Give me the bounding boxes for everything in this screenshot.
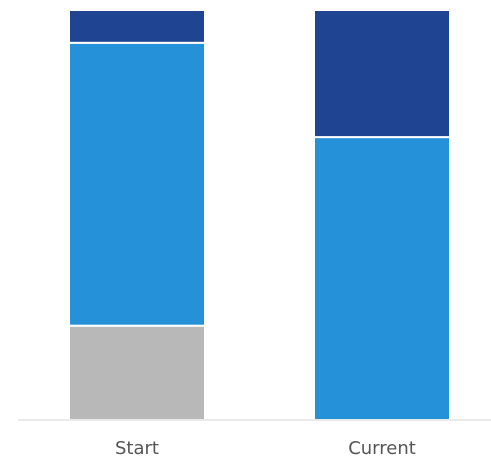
x-tick-label-start: Start <box>115 438 159 459</box>
bars-layer <box>68 9 451 422</box>
bar-segment-current-2 <box>313 9 451 139</box>
bar-segment-start-0 <box>68 324 206 422</box>
x-axis-labels: Start Current <box>115 438 416 459</box>
bar-segment-start-2 <box>68 9 206 44</box>
x-tick-label-current: Current <box>348 438 416 459</box>
bar-segment-start-1 <box>68 41 206 327</box>
bar-segment-current-1 <box>313 136 451 421</box>
